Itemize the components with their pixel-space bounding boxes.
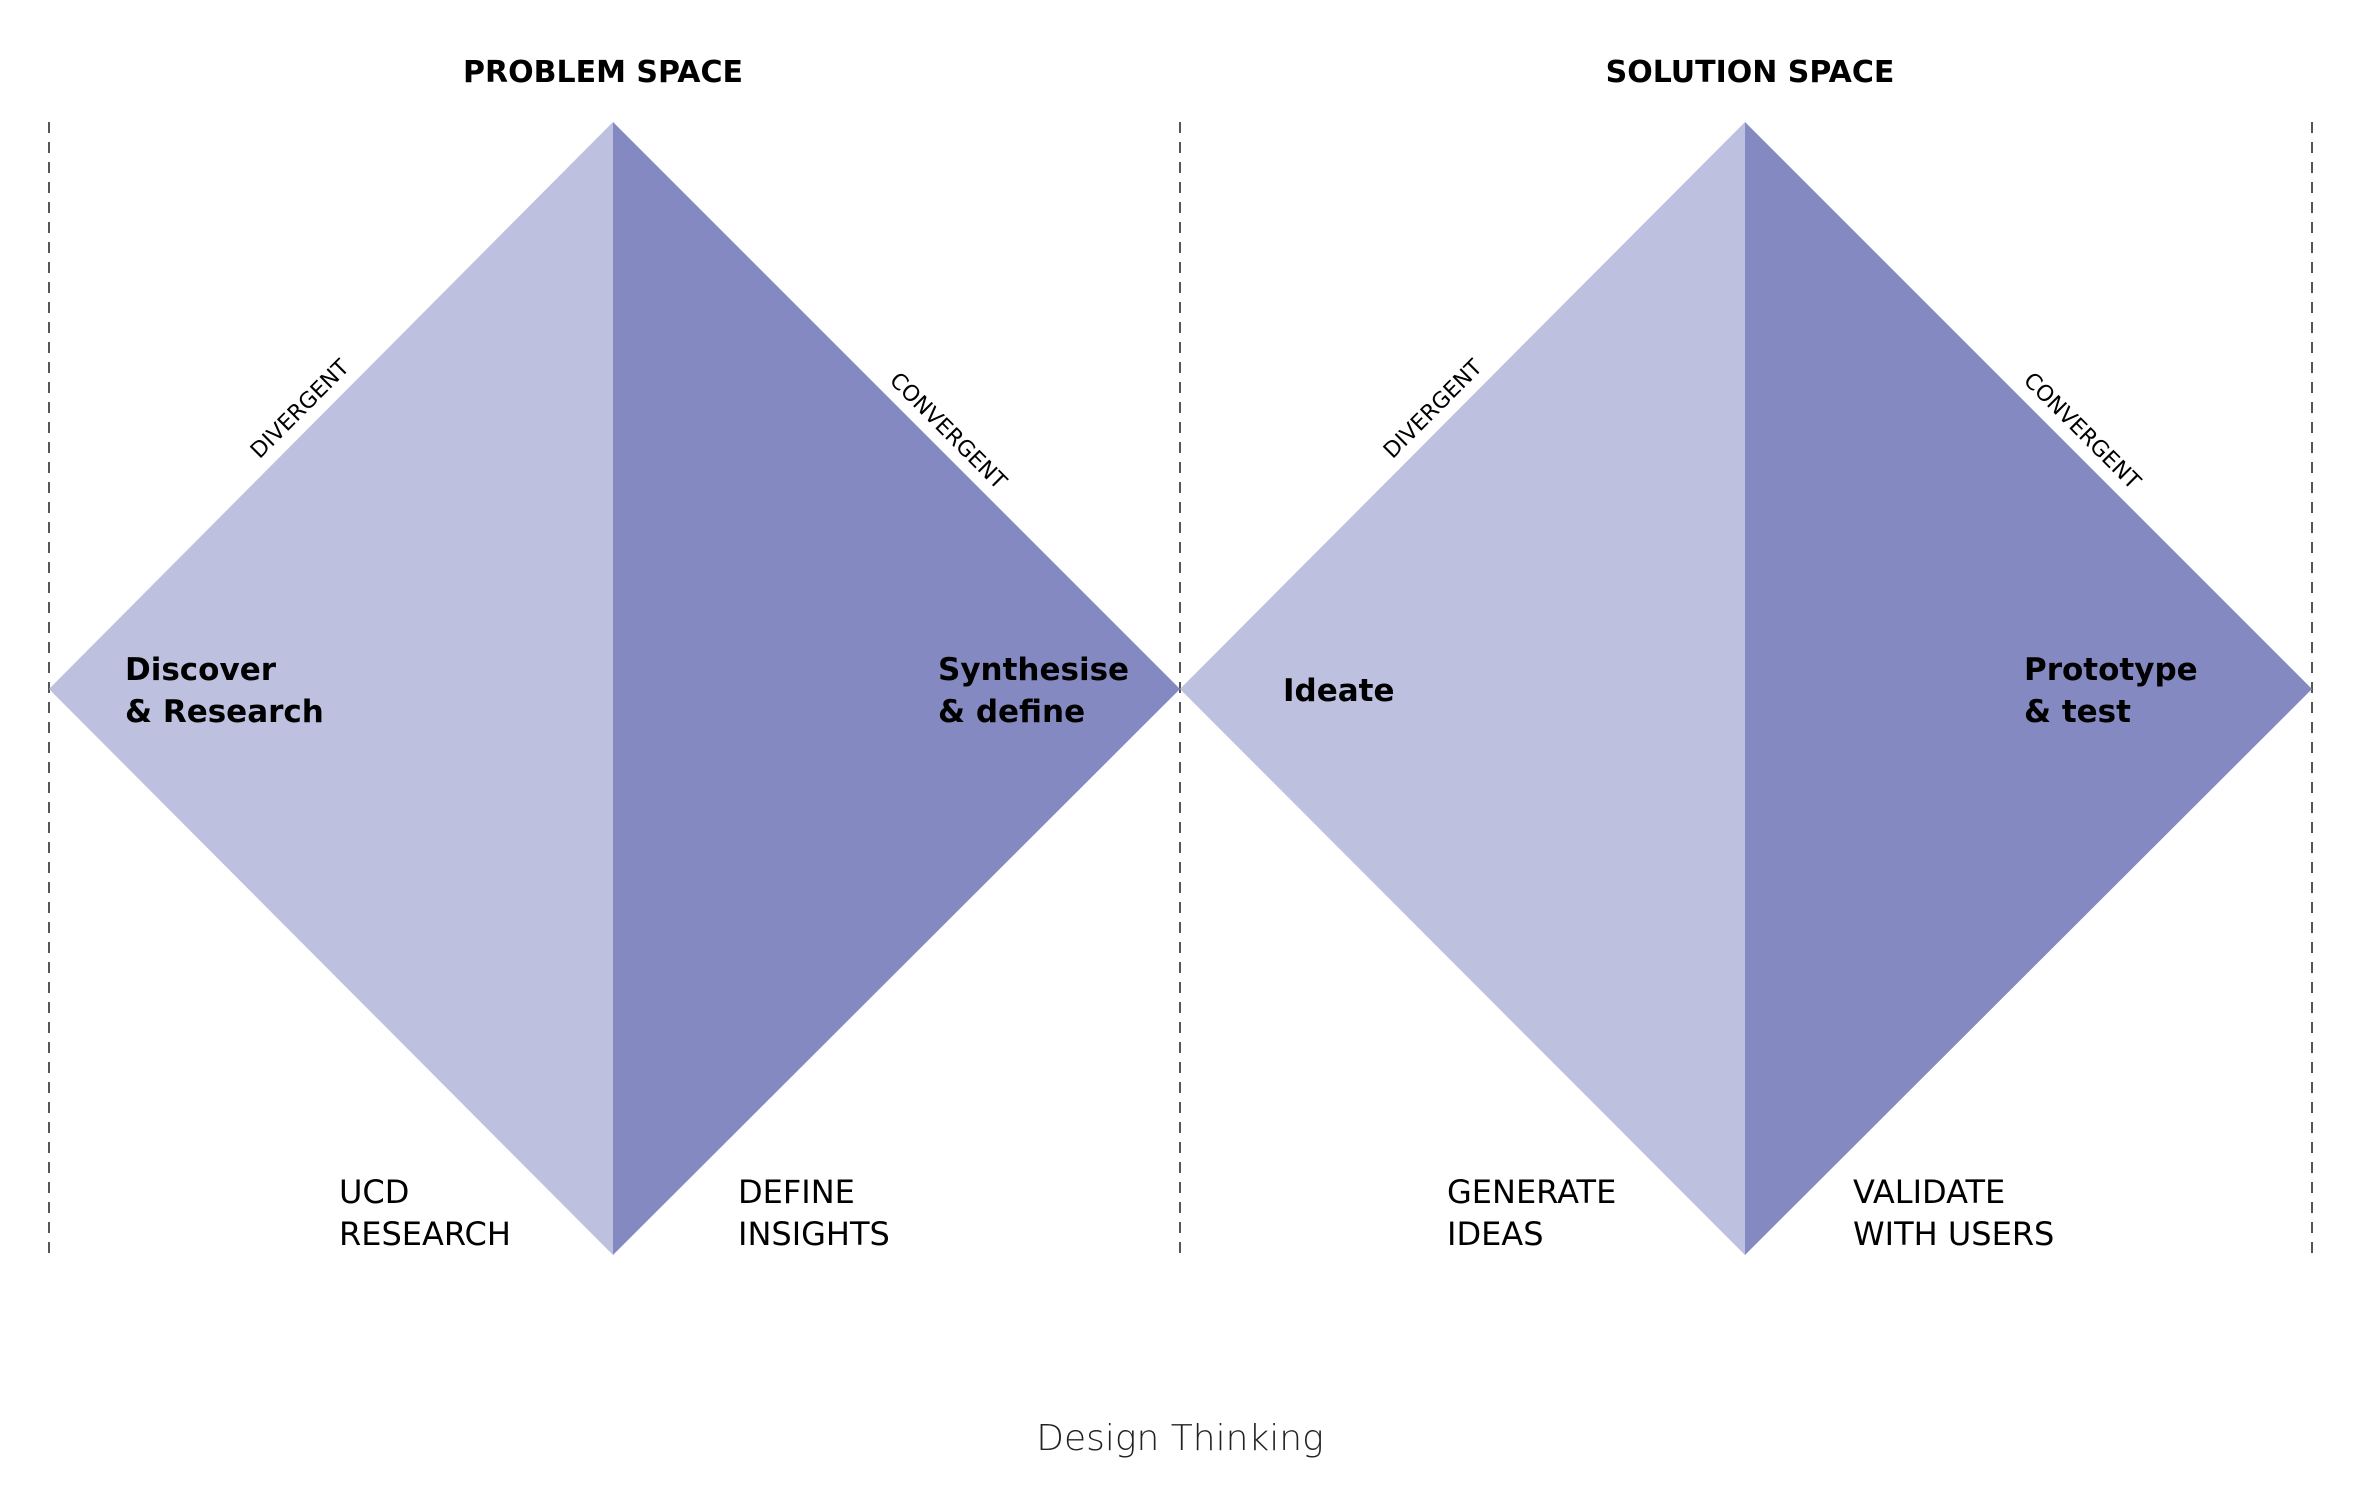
problem-convergent-phase-label: Synthesise & define xyxy=(938,652,1140,730)
diagram-caption: Design Thinking xyxy=(1036,1418,1323,1459)
problem-divergent-half xyxy=(49,122,613,1255)
problem-divergent-activity-label: UCD RESEARCH xyxy=(339,1173,511,1253)
problem-convergent-half xyxy=(613,122,1180,1255)
solution-divergent-phase-label: Ideate xyxy=(1283,673,1395,709)
problem-convergent-activity-label: DEFINE INSIGHTS xyxy=(738,1173,890,1253)
activity-line: IDEAS xyxy=(1447,1215,1544,1253)
activity-line: INSIGHTS xyxy=(738,1215,890,1253)
activity-line: DEFINE xyxy=(738,1173,855,1211)
solution-convergent-activity-label: VALIDATE WITH USERS xyxy=(1853,1173,2054,1253)
phase-line: Synthesise xyxy=(938,652,1129,688)
solution-space-title: SOLUTION SPACE xyxy=(1606,55,1895,90)
phase-line: & test xyxy=(2024,694,2131,730)
activity-line: RESEARCH xyxy=(339,1215,511,1253)
phase-line: & define xyxy=(938,694,1085,730)
solution-divergent-half xyxy=(1180,122,1745,1255)
phase-line: Prototype xyxy=(2024,652,2198,688)
activity-line: WITH USERS xyxy=(1853,1215,2054,1253)
solution-space-diamond xyxy=(1180,122,2312,1255)
solution-divergent-activity-label: GENERATE IDEAS xyxy=(1447,1173,1626,1253)
solution-convergent-phase-label: Prototype & test xyxy=(2024,652,2208,730)
activity-line: VALIDATE xyxy=(1853,1173,2005,1211)
phase-line: Ideate xyxy=(1283,673,1395,709)
problem-space-diamond xyxy=(49,122,1180,1255)
problem-divergent-phase-label: Discover & Research xyxy=(125,652,324,730)
activity-line: UCD xyxy=(339,1173,409,1211)
activity-line: GENERATE xyxy=(1447,1173,1616,1211)
phase-line: & Research xyxy=(125,694,324,730)
solution-convergent-half xyxy=(1745,122,2312,1255)
phase-line: Discover xyxy=(125,652,277,688)
problem-space-title: PROBLEM SPACE xyxy=(463,55,743,90)
